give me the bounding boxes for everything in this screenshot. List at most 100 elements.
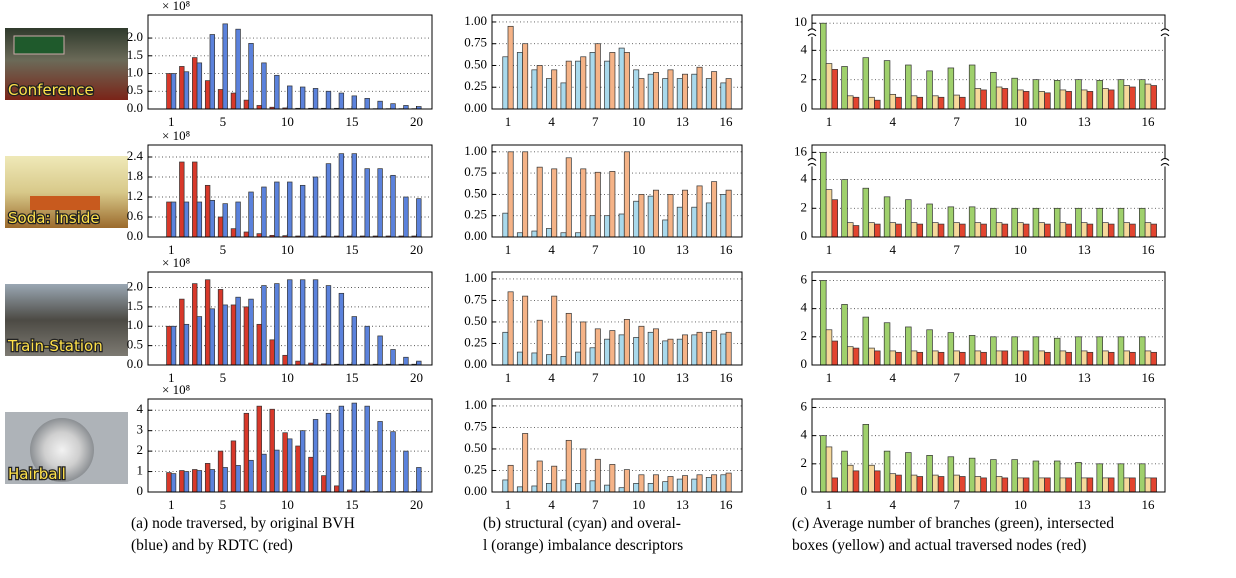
bar [947,332,955,366]
bar [580,321,587,366]
bar [166,73,172,110]
bar [580,56,587,110]
bar [551,465,558,493]
x-tick-label: 10 [1014,242,1027,257]
x-tick-label: 13 [676,370,689,385]
bar [594,171,601,238]
bar [932,222,939,238]
bar [618,47,625,110]
bar [403,450,409,493]
scene-detail [30,418,94,482]
bar [990,459,997,493]
x-tick-label: 1 [168,370,175,385]
bar [536,460,543,493]
bar [1117,79,1125,110]
bar [179,161,185,238]
bar [974,222,982,238]
bar [416,198,422,238]
bar [589,52,596,110]
x-tick-label: 16 [1141,114,1155,129]
bar [932,350,939,366]
bar [377,100,383,110]
bar [299,279,306,366]
bar [1017,477,1024,493]
bar [1129,477,1136,493]
bar [820,22,827,110]
bar [725,189,732,238]
bar [299,184,306,238]
bar [868,96,875,110]
bar [910,350,918,366]
bar [847,222,854,238]
bar [269,408,275,493]
bar [1017,222,1024,238]
bar [299,86,306,110]
y-tick-label: 0.0 [127,356,143,371]
bar [1144,477,1152,493]
scene-label: Hairball [8,465,66,483]
y-tick-label: 0.50 [464,185,487,200]
bar [953,222,960,238]
y-tick-label: 0.25 [464,334,487,349]
bar [507,151,514,238]
bar [364,168,370,238]
y-tick-label: 0.25 [464,461,487,476]
x-tick-label: 10 [281,370,294,385]
bar [1086,351,1094,366]
y-tick-label: 0 [801,100,808,115]
bar [916,96,924,110]
bar [170,201,177,238]
bar [230,228,237,238]
bar [947,456,955,493]
bar [196,201,203,238]
bar [682,73,688,110]
bar [1129,86,1136,110]
bar [248,191,254,238]
bar [230,440,237,493]
bar [720,333,727,366]
bar [1102,222,1109,238]
bar [338,405,345,493]
bar [711,474,718,493]
bar [1107,89,1115,110]
x-tick-label: 5 [220,242,227,257]
bar [551,295,558,366]
bar [831,69,838,110]
x-tick-label: 10 [632,370,645,385]
bar [531,230,538,238]
x-tick-label: 1 [168,114,175,129]
bar [825,189,833,238]
y-tick-label: 0.0 [127,100,143,115]
caption: (c) Average number of branches (green), … [792,515,1114,532]
bar [536,65,543,110]
bar [287,279,293,366]
scene-label: Soda: inside [8,209,100,227]
bar [243,231,250,238]
bar [1086,91,1094,110]
bar [868,222,875,238]
y-tick-label: 0.6 [127,208,144,223]
caption: (blue) and by RDTC (red) [131,537,293,554]
bar [932,474,939,493]
bar [910,95,918,110]
x-tick-label: 4 [548,114,555,129]
bar [312,419,319,493]
bar [676,478,683,493]
axis-break-gap [1162,28,1168,37]
y-tick-label: 3 [137,422,144,437]
bar [295,445,301,493]
bar [1059,222,1067,238]
bar [990,207,997,238]
plot-frame [147,398,433,493]
bar [390,349,396,366]
y-tick-label: 0.75 [464,35,487,50]
bar [196,62,203,110]
x-tick-label: 1 [168,497,175,512]
bar [166,201,172,238]
bar [1044,477,1051,493]
bar [667,476,674,493]
bar [1123,222,1130,238]
scene-label: Conference [8,81,94,99]
bar [1144,350,1152,366]
